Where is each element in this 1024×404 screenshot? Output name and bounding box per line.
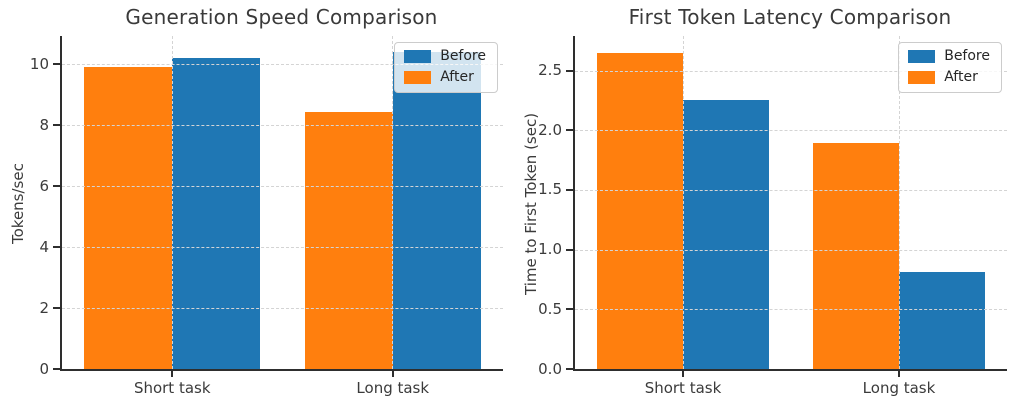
plot-area: Before After — [573, 36, 1007, 371]
y-tick-label-0-0: 0.0 — [538, 359, 562, 378]
y-tick-label-2-5: 2.5 — [538, 61, 562, 80]
x-tick-mark-long-task — [898, 371, 900, 377]
y-tick-mark-6 — [53, 185, 60, 188]
legend-label-after: After — [440, 69, 474, 85]
y-tick-label-2: 2 — [39, 298, 49, 317]
x-tick-mark-short-task — [171, 371, 174, 377]
gridline-y-2 — [62, 308, 503, 310]
gridline-x-short-task — [171, 36, 173, 369]
y-tick-label-2-0: 2.0 — [538, 120, 562, 139]
gridline-y-4 — [62, 247, 503, 249]
y-tick-mark-8 — [53, 124, 60, 127]
legend: Before After — [898, 42, 1002, 93]
x-tick-mark-short-task — [682, 371, 684, 377]
y-tick-label-1-5: 1.5 — [538, 180, 562, 199]
y-tick-mark-1-5 — [566, 188, 573, 191]
first-token-latency-chart: First Token Latency Comparison Time to F… — [512, 0, 1024, 404]
plot-area: Before After — [60, 36, 503, 371]
gridline-y-0-5 — [575, 309, 1007, 311]
gridline-x-long-task — [898, 36, 900, 369]
gridline-x-long-task — [392, 36, 394, 369]
bar-before-short-task — [172, 58, 261, 369]
legend: Before After — [394, 42, 498, 93]
y-tick-mark-2 — [53, 307, 60, 310]
gridline-x-short-task — [682, 36, 684, 369]
bar-after-long-task — [304, 111, 393, 369]
bar-after-short-task — [84, 67, 173, 369]
bar-before-short-task — [683, 100, 770, 369]
bar-after-long-task — [812, 143, 899, 369]
y-tick-mark-1-0 — [566, 248, 573, 251]
y-tick-label-10: 10 — [29, 54, 49, 73]
y-tick-label-6: 6 — [39, 176, 49, 195]
legend-label-before: Before — [440, 48, 486, 64]
gridline-y-2-5 — [575, 70, 1007, 72]
gridline-y-1-0 — [575, 249, 1007, 251]
bar-before-long-task — [392, 52, 481, 369]
y-tick-label-8: 8 — [39, 115, 49, 134]
gridline-y-10 — [62, 64, 503, 66]
legend-label-before: Before — [944, 48, 990, 64]
legend-swatch-before — [404, 50, 432, 63]
bar-after-short-task — [596, 52, 683, 369]
y-tick-mark-0-5 — [566, 308, 573, 311]
gridline-y-2-0 — [575, 130, 1007, 132]
y-axis-label: Tokens/sec — [9, 163, 27, 244]
y-tick-label-0: 0 — [39, 359, 49, 378]
legend-swatch-after — [404, 71, 432, 84]
legend-label-after: After — [944, 69, 978, 85]
generation-speed-chart: Generation Speed Comparison Tokens/sec B… — [9, 5, 503, 397]
x-tick-label-long-task: Long task — [356, 379, 430, 397]
x-tick-mark-long-task — [391, 371, 394, 377]
chart-title: First Token Latency Comparison — [628, 5, 952, 29]
x-tick-label-short-task: Short task — [644, 379, 722, 397]
y-tick-label-4: 4 — [39, 237, 49, 256]
bar-before-long-task — [899, 272, 986, 369]
legend-swatch-before — [908, 50, 936, 63]
y-tick-mark-10 — [53, 63, 60, 66]
y-tick-mark-4 — [53, 246, 60, 249]
x-tick-label-long-task: Long task — [862, 379, 936, 397]
legend-entry-after: After — [404, 70, 486, 85]
y-tick-label-0-5: 0.5 — [538, 299, 562, 318]
x-tick-label-short-task: Short task — [133, 379, 211, 397]
gridline-y-8 — [62, 125, 503, 127]
legend-entry-after: After — [908, 70, 990, 85]
legend-entry-before: Before — [908, 49, 990, 64]
y-tick-mark-2-0 — [566, 129, 573, 132]
gridline-y-1-5 — [575, 189, 1007, 191]
chart-title: Generation Speed Comparison — [125, 5, 438, 29]
y-tick-mark-0 — [53, 368, 60, 370]
y-tick-mark-0-0 — [566, 368, 573, 370]
legend-swatch-after — [908, 71, 936, 84]
y-axis-label: Time to First Token (sec) — [522, 112, 540, 295]
gridline-y-6 — [62, 186, 503, 188]
y-tick-label-1-0: 1.0 — [538, 240, 562, 259]
y-tick-mark-2-5 — [566, 69, 573, 72]
legend-entry-before: Before — [404, 49, 486, 64]
